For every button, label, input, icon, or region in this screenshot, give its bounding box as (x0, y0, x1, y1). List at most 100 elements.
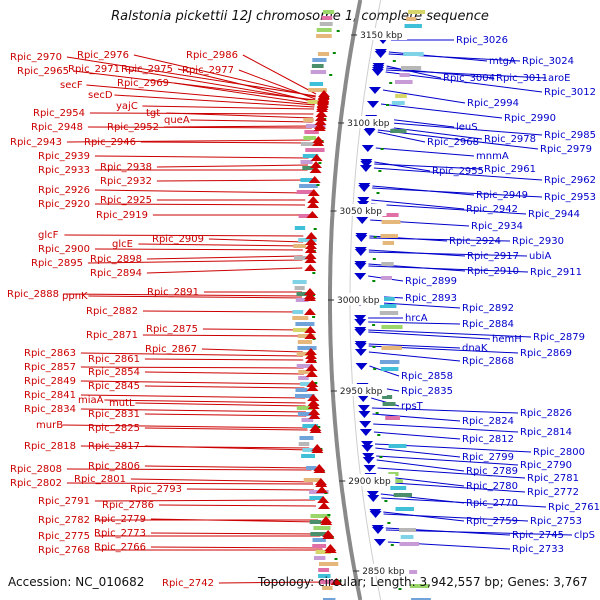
reverse-gene-label: Rpic_2790 (520, 460, 572, 471)
tick-mark (329, 74, 333, 76)
reverse-gene-connector (383, 513, 529, 522)
forward-gene-label: glcF (38, 230, 59, 241)
forward-gene-label: Rpic_2768 (38, 545, 90, 556)
feature-block (310, 532, 328, 536)
feature-block (380, 297, 395, 301)
reverse-gene-arrow (372, 527, 384, 534)
tick-mark (372, 324, 376, 326)
forward-gene-connector (94, 248, 303, 251)
forward-gene-label: Rpic_2920 (38, 199, 90, 210)
reverse-gene-connector (374, 161, 431, 172)
tick-mark (314, 382, 318, 384)
reverse-gene-arrow (359, 165, 372, 172)
reverse-gene-label: Rpic_2812 (462, 434, 514, 445)
forward-gene-connector (80, 366, 304, 369)
feature-block (379, 304, 397, 308)
forward-gene-connector (62, 424, 308, 429)
feature-block (302, 448, 322, 452)
reverse-gene-label: Rpic_2930 (512, 236, 564, 247)
tick-mark (384, 500, 388, 502)
reverse-gene-label: Rpic_2990 (504, 113, 556, 124)
scale-label: 3150 kbp (360, 31, 403, 41)
forward-gene-label: Rpic_2898 (90, 254, 142, 265)
forward-gene-connector (94, 203, 306, 206)
forward-gene-arrow (305, 238, 318, 245)
feature-block (410, 584, 430, 588)
scale-label-bg (347, 474, 396, 486)
reverse-gene-label: Rpic_2772 (527, 487, 579, 498)
reverse-gene-label: Rpic_2968 (427, 137, 479, 148)
reverse-gene-arrow (369, 511, 382, 518)
feature-block (380, 367, 399, 371)
feature-block (310, 514, 331, 518)
forward-gene-connector (80, 352, 304, 357)
forward-gene-connector (177, 68, 316, 103)
forward-gene-connector (80, 408, 307, 413)
forward-gene-label: Rpic_2975 (121, 64, 173, 75)
forward-gene-arrow (309, 166, 322, 173)
reverse-gene-connector (368, 265, 529, 273)
reverse-gene-arrow (356, 217, 369, 224)
reverse-gene-label: mtgA (489, 56, 516, 67)
forward-gene-arrow (305, 232, 318, 239)
reverse-gene-arrow (367, 101, 379, 108)
forward-gene-label: Rpic_2943 (10, 137, 62, 148)
forward-gene-connector (150, 546, 323, 549)
forward-gene-arrow (304, 246, 317, 253)
forward-gene-label: mutL (109, 398, 135, 409)
forward-gene-connector (66, 139, 311, 143)
reverse-gene-label: Rpic_2814 (520, 427, 572, 438)
reverse-gene-label: Rpic_2781 (527, 473, 579, 484)
feature-tracks (292, 10, 431, 600)
reverse-gene-connector (368, 343, 461, 349)
forward-gene-connector (94, 499, 316, 502)
reverse-gene-label: Rpic_2761 (548, 502, 600, 513)
reverse-gene-arrow (373, 539, 386, 546)
forward-gene-label: secF (60, 80, 83, 91)
forward-gene-label: Rpic_2766 (94, 542, 146, 553)
feature-block (293, 328, 312, 332)
forward-gene-arrow (304, 256, 317, 263)
feature-block (302, 154, 319, 158)
feature-block (300, 142, 314, 146)
reverse-gene-arrow (371, 69, 384, 76)
reverse-gene-connector (386, 65, 442, 79)
reverse-gene-connector (378, 121, 543, 136)
forward-gene-label: secD (88, 90, 113, 101)
reverse-gene-label: Rpic_2944 (528, 209, 580, 220)
reverse-gene-label: Rpic_2800 (533, 447, 585, 458)
reverse-gene-arrow (354, 319, 367, 326)
reverse-gene-connector (380, 103, 503, 119)
forward-gene-label: glcE (112, 239, 133, 250)
forward-gene-arrow (307, 189, 320, 196)
forward-gene-connector (89, 112, 314, 115)
feature-block (401, 66, 422, 70)
forward-gene-label: Rpic_2801 (74, 474, 126, 485)
feature-block (306, 466, 317, 470)
forward-gene-connector (156, 164, 309, 168)
forward-gene-arrow (314, 114, 327, 121)
reverse-gene-arrow (357, 197, 370, 204)
forward-gene-label: Rpic_2825 (88, 423, 140, 434)
forward-gene-connector (66, 468, 312, 471)
scale-label-bg (346, 116, 395, 128)
map-title: Ralstonia pickettii 12J chromosome 1, co… (111, 9, 489, 24)
forward-gene-connector (140, 141, 311, 144)
reverse-gene-connector (373, 431, 461, 440)
reverse-gene-label: Rpic_2924 (449, 236, 501, 247)
feature-block (390, 486, 407, 490)
feature-block (295, 388, 308, 392)
reverse-gene-label: Rpic_3024 (522, 56, 574, 67)
feature-block (298, 214, 316, 218)
feature-block (312, 58, 327, 62)
forward-gene-connector (80, 394, 306, 399)
forward-gene-label: Rpic_2926 (38, 185, 90, 196)
forward-gene-label: Rpic_2818 (24, 441, 76, 452)
feature-block (295, 394, 315, 398)
feature-block (309, 496, 324, 500)
reverse-gene-connector (385, 529, 573, 536)
feature-block (292, 280, 307, 284)
feature-block (303, 118, 314, 122)
reverse-gene-label: Rpic_2961 (484, 164, 536, 175)
reverse-gene-arrow (357, 405, 370, 412)
